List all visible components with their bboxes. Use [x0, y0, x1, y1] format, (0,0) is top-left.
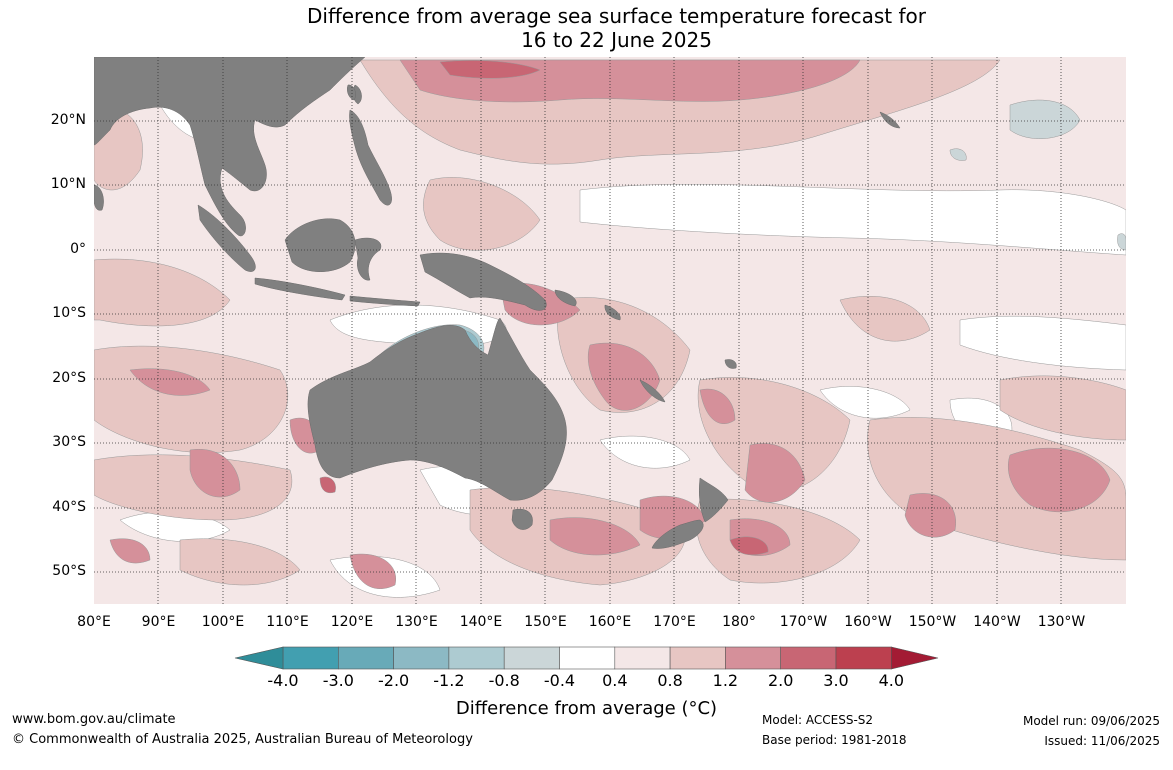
colorbar-bin: [559, 646, 616, 670]
longitude-label: 160°W: [844, 614, 892, 630]
colorbar-bin: [614, 646, 671, 670]
hawaii: [879, 111, 901, 129]
asia-mainland: [94, 57, 366, 237]
latitude-label: 40°S: [52, 499, 86, 515]
colorbar: [234, 646, 939, 670]
title-line-2: 16 to 22 June 2025: [521, 28, 712, 52]
new-zealand-south: [651, 519, 704, 549]
longitude-label: 130°E: [395, 614, 438, 630]
latitude-label: 10°N: [50, 176, 86, 192]
colorbar-bin: [282, 646, 339, 670]
latitude-label: 30°S: [52, 434, 86, 450]
longitude-label: 130°W: [1037, 614, 1086, 630]
longitude-label: 80°E: [77, 614, 111, 630]
website-link[interactable]: www.bom.gov.au/climate: [12, 712, 176, 727]
longitude-label: 90°E: [141, 614, 176, 630]
colorbar-min-extension: [234, 646, 284, 670]
colorbar-tick-label: 1.2: [712, 671, 739, 690]
new-guinea: [419, 252, 547, 311]
colorbar-tick-label: 0.4: [602, 671, 628, 690]
model-run-date: Model run: 09/06/2025: [1022, 714, 1160, 728]
longitude-label: 120°E: [330, 614, 374, 630]
colorbar-bin: [725, 646, 782, 670]
tasmania: [511, 509, 533, 530]
sumatra: [197, 204, 256, 272]
copyright-text: © Commonwealth of Australia 2025, Austra…: [12, 732, 473, 747]
longitude-label: 180°: [722, 614, 756, 630]
colorbar-tick-label: 0.8: [657, 671, 683, 690]
colorbar-bin: [835, 646, 892, 670]
java: [254, 277, 346, 301]
longitude-label: 170°E: [653, 614, 696, 630]
colorbar-tick-label: 2.0: [767, 671, 794, 690]
colorbar-bin: [503, 646, 560, 670]
latitude-label: 20°N: [50, 112, 86, 128]
colorbar-tick-label: -0.4: [543, 671, 576, 690]
map-title: Difference from average sea surface temp…: [0, 4, 1173, 52]
colorbar-bin: [393, 646, 450, 670]
colorbar-bin: [337, 646, 394, 670]
longitude-label: 140°E: [459, 614, 503, 630]
longitude-label: 160°E: [588, 614, 632, 630]
longitude-label: 110°E: [266, 614, 309, 630]
anomaly-strong-warm-regions: [319, 60, 769, 556]
colorbar-tick-label: -3.0: [322, 671, 354, 690]
colorbar-tick-label: 4.0: [878, 671, 905, 690]
philippines: [349, 109, 392, 206]
longitude-label: 150°E: [524, 614, 567, 630]
colorbar-tick-label: -1.2: [433, 671, 465, 690]
graticule: [94, 57, 1126, 604]
colorbar-bin: [780, 646, 837, 670]
colorbar-tick-label: -4.0: [267, 671, 299, 690]
new-zealand-north: [698, 477, 729, 523]
borneo: [284, 218, 356, 272]
sri-lanka: [94, 184, 104, 211]
model-name: Model: ACCESS-S2: [762, 713, 874, 727]
anomaly-moderate-warm-regions: [109, 59, 1111, 589]
latitude-label: 0°: [70, 241, 86, 257]
land-masses: [94, 57, 901, 549]
colorbar-max-extension: [890, 646, 939, 670]
base-period: Base period: 1981-2018: [762, 733, 907, 747]
title-line-1: Difference from average sea surface temp…: [306, 4, 926, 28]
colorbar-bin: [669, 646, 726, 670]
latitude-label: 10°S: [52, 305, 86, 321]
longitude-label: 100°E: [201, 614, 245, 630]
australia: [307, 317, 567, 501]
colorbar-bin: [448, 646, 505, 670]
colorbar-tick-label: -2.0: [377, 671, 410, 690]
colorbar-title: Difference from average (°C): [455, 698, 718, 719]
longitude-label: 140°W: [973, 614, 1021, 630]
longitude-label: 170°W: [779, 614, 828, 630]
issued-date: Issued: 11/06/2025: [1044, 734, 1160, 748]
colorbar-tick-label: -0.8: [488, 671, 520, 690]
longitude-label: 150°W: [908, 614, 957, 630]
colorbar-tick-label: 3.0: [823, 671, 849, 690]
sulawesi: [354, 237, 382, 281]
latitude-label: 50°S: [52, 563, 86, 579]
latitude-label: 20°S: [52, 370, 86, 386]
